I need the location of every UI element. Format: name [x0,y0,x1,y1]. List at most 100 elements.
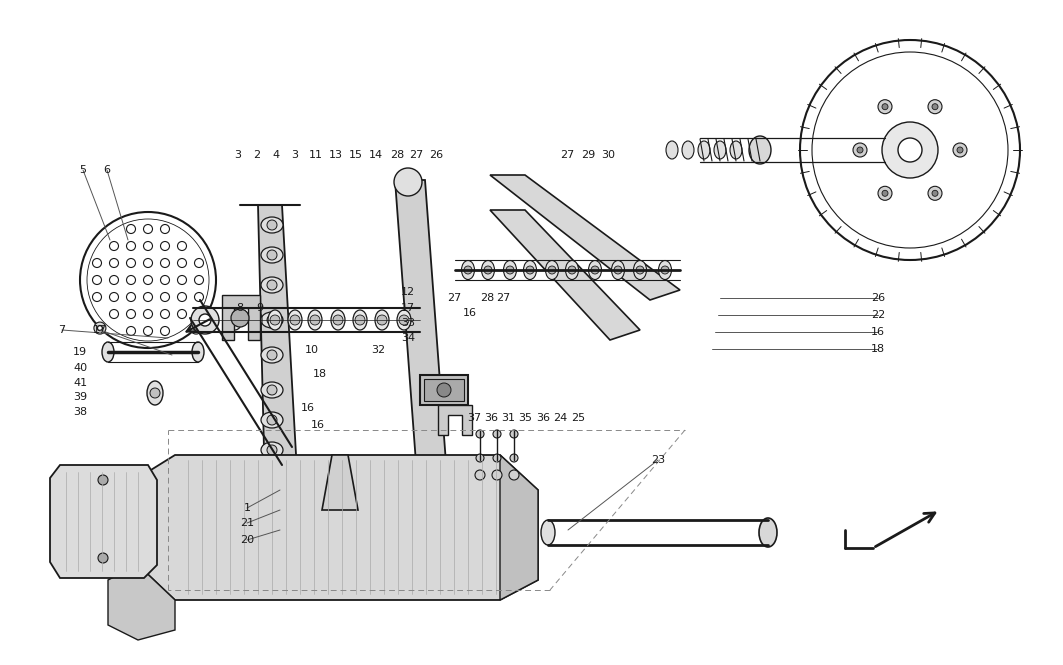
Polygon shape [322,455,358,510]
Text: 17: 17 [401,303,415,313]
Circle shape [199,314,210,326]
Ellipse shape [353,310,367,330]
Circle shape [126,293,135,301]
Circle shape [661,266,669,274]
Circle shape [267,415,277,425]
Circle shape [231,309,249,327]
Ellipse shape [566,261,578,279]
Circle shape [161,241,169,251]
Text: 38: 38 [73,407,87,417]
Ellipse shape [611,261,624,279]
Circle shape [144,259,152,267]
Ellipse shape [308,310,322,330]
Circle shape [92,259,101,267]
Text: 7: 7 [58,325,66,335]
Circle shape [898,138,922,162]
Polygon shape [420,375,468,405]
Circle shape [161,225,169,233]
Circle shape [957,147,963,153]
Text: 18: 18 [313,369,327,379]
Text: 27: 27 [560,150,574,160]
Circle shape [310,315,320,325]
Circle shape [190,322,202,334]
Circle shape [126,259,135,267]
Circle shape [476,430,484,438]
Circle shape [178,241,186,251]
Circle shape [882,122,938,178]
Circle shape [109,241,118,251]
Circle shape [126,327,135,336]
Text: 10: 10 [305,345,319,355]
Circle shape [178,309,186,319]
Text: 6: 6 [103,165,111,175]
Circle shape [191,306,219,334]
Circle shape [178,275,186,285]
Circle shape [493,454,501,462]
Circle shape [510,454,518,462]
Circle shape [928,100,942,114]
Circle shape [549,266,556,274]
Circle shape [267,250,277,260]
Ellipse shape [261,277,283,293]
Circle shape [437,383,451,397]
Circle shape [267,350,277,360]
Text: 21: 21 [240,518,254,528]
Text: 31: 31 [501,413,514,423]
Circle shape [230,315,240,325]
Circle shape [250,315,260,325]
Circle shape [161,327,169,336]
Circle shape [92,275,101,285]
Circle shape [126,309,135,319]
Circle shape [98,553,108,563]
Ellipse shape [759,518,777,547]
Text: 20: 20 [240,535,254,545]
Text: 28: 28 [479,293,494,303]
Ellipse shape [261,442,283,458]
Ellipse shape [730,141,742,159]
Polygon shape [138,455,538,600]
Ellipse shape [667,141,678,159]
Text: 27: 27 [495,293,510,303]
Ellipse shape [192,342,204,362]
Polygon shape [50,465,157,578]
Circle shape [193,326,199,331]
Text: 29: 29 [580,150,595,160]
Ellipse shape [261,247,283,263]
Text: 39: 39 [73,392,87,402]
Circle shape [878,186,892,200]
Text: 30: 30 [601,150,615,160]
Ellipse shape [261,312,283,328]
Text: 41: 41 [73,378,87,388]
Text: 22: 22 [871,310,885,320]
Circle shape [144,225,152,233]
Text: 16: 16 [311,420,325,430]
Circle shape [161,275,169,285]
Circle shape [109,275,118,285]
Text: 1: 1 [243,503,251,513]
Ellipse shape [147,381,163,405]
Text: 3: 3 [235,150,241,160]
Text: 26: 26 [871,293,885,303]
Text: 25: 25 [571,413,585,423]
Ellipse shape [698,141,710,159]
Polygon shape [108,565,175,640]
Text: 14: 14 [369,150,383,160]
Circle shape [954,143,967,157]
Ellipse shape [658,261,672,279]
Text: 13: 13 [330,150,343,160]
Polygon shape [424,379,465,401]
Polygon shape [222,295,260,340]
Circle shape [800,40,1020,260]
Circle shape [492,470,502,480]
Ellipse shape [102,342,114,362]
Circle shape [161,293,169,301]
Ellipse shape [541,520,555,545]
Circle shape [932,190,938,196]
Text: 11: 11 [309,150,323,160]
Ellipse shape [749,136,771,164]
Circle shape [377,315,387,325]
Text: 19: 19 [73,347,87,357]
Circle shape [399,315,409,325]
Ellipse shape [714,141,726,159]
Circle shape [98,475,108,485]
